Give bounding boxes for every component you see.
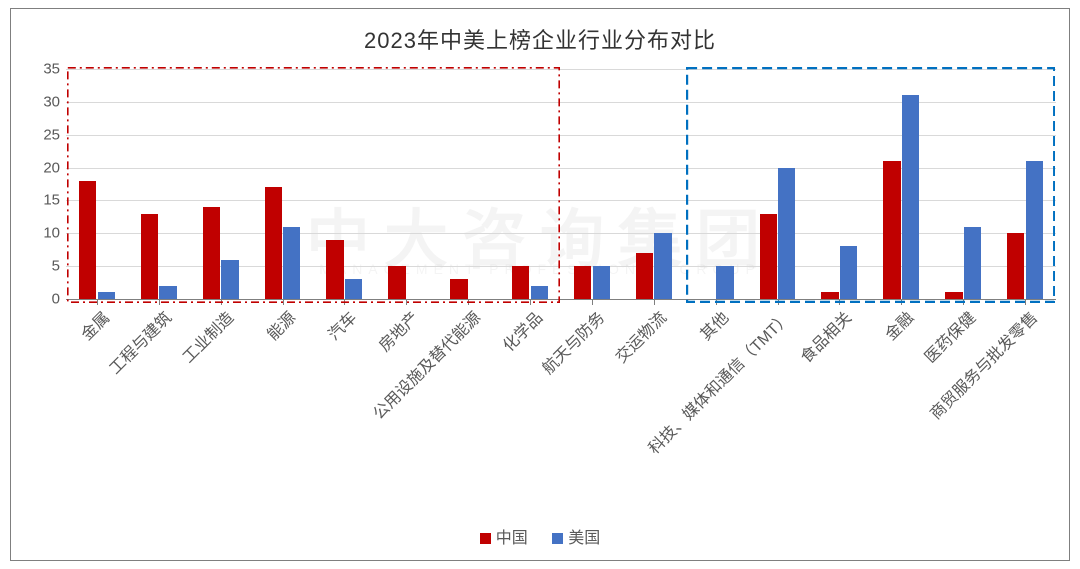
bar xyxy=(98,292,115,299)
xtick-mark xyxy=(963,299,964,305)
category-slot xyxy=(685,69,747,299)
xtick-mark xyxy=(530,299,531,305)
plot-area: 05101520253035 xyxy=(66,69,1056,300)
category-slot xyxy=(252,69,314,299)
ytick-label: 15 xyxy=(32,192,60,209)
ytick-label: 20 xyxy=(32,159,60,176)
bar xyxy=(388,266,405,299)
ytick-label: 0 xyxy=(32,291,60,308)
category-slot xyxy=(437,69,499,299)
bar xyxy=(654,233,671,299)
bar xyxy=(221,260,238,299)
bar xyxy=(203,207,220,299)
bar xyxy=(531,286,548,299)
bar xyxy=(945,292,962,299)
category-slot xyxy=(747,69,809,299)
legend-item-china: 中国 xyxy=(480,524,528,548)
bar xyxy=(265,187,282,299)
bar xyxy=(760,214,777,299)
bar xyxy=(283,227,300,299)
ytick-label: 30 xyxy=(32,93,60,110)
bar xyxy=(778,168,795,299)
xtick-mark xyxy=(344,299,345,305)
bar xyxy=(1007,233,1024,299)
bar xyxy=(326,240,343,299)
ytick-label: 5 xyxy=(32,258,60,275)
chart-frame: 2023年中美上榜企业行业分布对比 中大咨询集团 MANAGEMENT PROF… xyxy=(10,8,1070,561)
category-slot xyxy=(128,69,190,299)
bar xyxy=(79,181,96,299)
bar xyxy=(636,253,653,299)
bar xyxy=(821,292,838,299)
chart-title: 2023年中美上榜企业行业分布对比 xyxy=(11,23,1069,55)
bar xyxy=(159,286,176,299)
legend: 中国 美国 xyxy=(11,524,1069,548)
category-slot xyxy=(66,69,128,299)
category-slot xyxy=(499,69,561,299)
ytick-label: 10 xyxy=(32,225,60,242)
category-slot xyxy=(561,69,623,299)
legend-swatch-china xyxy=(480,533,491,544)
category-slot xyxy=(375,69,437,299)
category-slot xyxy=(870,69,932,299)
bar xyxy=(716,266,733,299)
bar xyxy=(593,266,610,299)
category-slot xyxy=(932,69,994,299)
ytick-label: 35 xyxy=(32,61,60,78)
legend-label-china: 中国 xyxy=(496,530,528,547)
bar xyxy=(450,279,467,299)
xtick-mark xyxy=(468,299,469,305)
bar xyxy=(964,227,981,299)
category-slot xyxy=(994,69,1056,299)
bar xyxy=(345,279,362,299)
bar xyxy=(512,266,529,299)
xtick-mark xyxy=(839,299,840,305)
legend-swatch-usa xyxy=(552,533,563,544)
bar xyxy=(840,246,857,299)
xtick-mark xyxy=(1025,299,1026,305)
bar xyxy=(141,214,158,299)
bar xyxy=(1026,161,1043,299)
bar xyxy=(574,266,591,299)
xtick-mark xyxy=(406,299,407,305)
category-slot xyxy=(314,69,376,299)
category-slot xyxy=(190,69,252,299)
category-slot xyxy=(809,69,871,299)
category-slot xyxy=(623,69,685,299)
xtick-mark xyxy=(901,299,902,305)
bar xyxy=(883,161,900,299)
legend-item-usa: 美国 xyxy=(552,524,600,548)
bar xyxy=(902,95,919,299)
legend-label-usa: 美国 xyxy=(568,530,600,547)
ytick-label: 25 xyxy=(32,126,60,143)
